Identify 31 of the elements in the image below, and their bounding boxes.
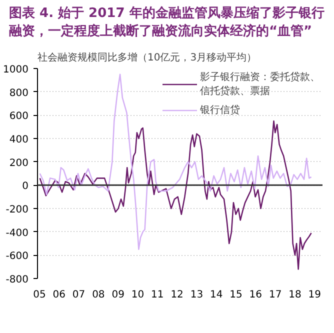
x-tick-label: 13 xyxy=(190,290,204,301)
legend-label: 银行信贷 xyxy=(200,104,240,118)
legend-label: 影子银行融资：委托贷款、信托贷款、票据 xyxy=(200,70,320,98)
y-tick-label: -800 xyxy=(6,274,29,286)
y-tick-label: 200 xyxy=(9,158,29,169)
x-tick-label: 16 xyxy=(249,290,262,301)
y-tick-label: 800 xyxy=(9,88,29,99)
x-tick-label: 08 xyxy=(92,290,105,301)
chart-subtitle: 社会融资规模同比多增（10亿元，3月移动平均） xyxy=(38,52,257,64)
x-tick-label: 10 xyxy=(131,290,144,301)
x-tick-label: 19 xyxy=(308,290,322,301)
x-tick-label: 05 xyxy=(33,290,46,301)
x-tick-label: 14 xyxy=(210,290,223,301)
x-tick-label: 06 xyxy=(52,290,66,301)
x-tick-label: 12 xyxy=(170,290,184,301)
y-tick-label: -400 xyxy=(6,228,29,239)
y-tick-label: 600 xyxy=(9,111,29,122)
x-tick-label: 15 xyxy=(230,290,242,301)
x-tick-label: 07 xyxy=(72,290,86,301)
x-tick-label: 18 xyxy=(288,290,302,301)
x-tick-label: 11 xyxy=(151,290,164,301)
chart-title: 图表 4. 始于 2017 年的金融监管风暴压缩了影子银行融资，一定程度上截断了融资流向实体经济的“血管” xyxy=(9,5,325,40)
y-tick-label: -200 xyxy=(6,204,29,216)
x-tick-label: 09 xyxy=(112,290,124,301)
line-series xyxy=(39,120,312,270)
y-tick-label: -600 xyxy=(6,251,29,262)
x-tick-label: 17 xyxy=(268,290,282,301)
y-tick-label: 0 xyxy=(22,181,29,192)
y-tick-label: 400 xyxy=(9,134,29,146)
y-tick-label: 1000 xyxy=(3,64,29,76)
line-series xyxy=(39,74,312,250)
